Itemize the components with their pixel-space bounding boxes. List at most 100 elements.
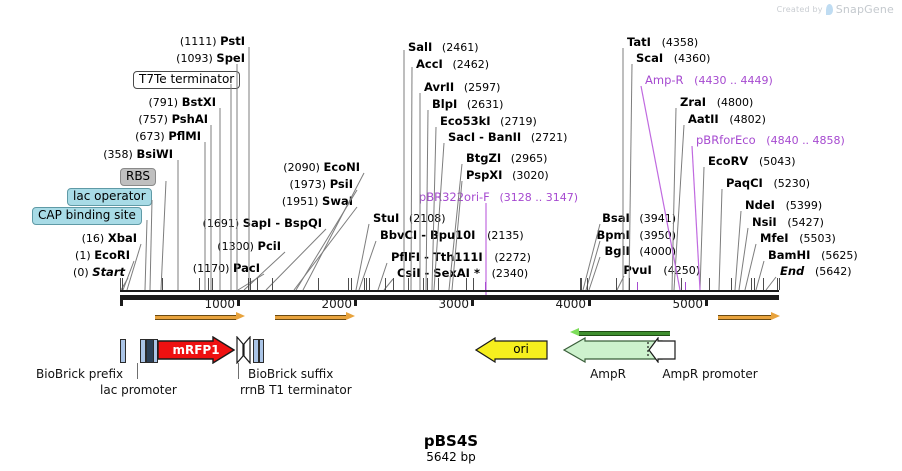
feature-arrow-ampr-promoter[interactable]	[648, 337, 676, 363]
backbone-main-line	[120, 295, 779, 300]
site-label-xbaI[interactable]: (16) XbaI	[81, 231, 137, 245]
site-label-start[interactable]: (0) Start	[73, 265, 125, 279]
site-label-pspXI[interactable]: PspXI (3020)	[466, 168, 549, 182]
restriction-site-tick[interactable]	[779, 278, 780, 290]
restriction-site-tick[interactable]	[161, 278, 163, 290]
primer-label-pbr322ori-f[interactable]: pBR322ori-F (3128 .. 3147)	[418, 190, 578, 204]
site-label-blpI[interactable]: BlpI (2631)	[432, 97, 504, 111]
feature-arrow-mrfp1[interactable]	[157, 336, 235, 364]
site-label-aatII[interactable]: AatII (4802)	[688, 112, 766, 126]
site-label-swaI[interactable]: (1951) SwaI	[281, 194, 353, 208]
site-label-pciI[interactable]: (1300) PciI	[217, 239, 281, 253]
site-label-psiI[interactable]: (1973) PsiI	[289, 177, 353, 191]
feature-badge-t7te-terminator[interactable]: T7Te terminator	[133, 71, 241, 89]
restriction-site-tick[interactable]	[581, 278, 583, 290]
site-label-ecoRI[interactable]: (1) EcoRI	[75, 248, 130, 262]
restriction-site-tick[interactable]	[437, 278, 439, 290]
site-label-zraI[interactable]: ZraI (4800)	[680, 95, 754, 109]
restriction-site-tick[interactable]	[580, 278, 582, 290]
primer-label-pbrforeco[interactable]: pBRforEco (4840 .. 4858)	[696, 133, 845, 147]
restriction-site-tick[interactable]	[369, 278, 371, 290]
feature-badge-lac-operator[interactable]: lac operator	[67, 188, 152, 206]
restriction-site-tick[interactable]	[466, 278, 468, 290]
restriction-site-tick[interactable]	[587, 278, 589, 290]
restriction-site-tick[interactable]	[753, 278, 755, 290]
feature-biobrick-suffix-box-2[interactable]	[259, 339, 264, 363]
site-label-scaI[interactable]: ScaI (4360)	[636, 51, 711, 65]
restriction-site-tick[interactable]	[249, 278, 251, 290]
site-label-speI[interactable]: (1093) SpeI	[176, 51, 245, 65]
site-label-accI[interactable]: AccI (2462)	[416, 57, 490, 71]
site-label-ecoRV[interactable]: EcoRV (5043)	[708, 154, 796, 168]
site-label-sacI-banII[interactable]: SacI - BanII (2721)	[448, 130, 568, 144]
feature-badge-cap-binding-site[interactable]: CAP binding site	[32, 207, 142, 225]
site-label-ndeI[interactable]: NdeI (5399)	[745, 198, 823, 212]
restriction-site-tick[interactable]	[680, 278, 682, 290]
feature-biobrick-suffix-box[interactable]	[253, 339, 259, 363]
restriction-site-tick[interactable]	[247, 278, 249, 290]
feature-arrow-ampr[interactable]	[563, 337, 663, 363]
restriction-site-tick[interactable]	[366, 278, 368, 290]
restriction-site-tick[interactable]	[472, 278, 474, 290]
restriction-site-tick[interactable]	[120, 278, 121, 290]
restriction-site-tick[interactable]	[393, 278, 395, 290]
site-label-stuI[interactable]: StuI (2108)	[373, 211, 446, 225]
site-label-bamHI[interactable]: BamHI (5625)	[768, 248, 858, 262]
restriction-site-tick[interactable]	[350, 278, 352, 290]
restriction-site-tick[interactable]	[616, 278, 618, 290]
site-label-bsiWI[interactable]: (358) BsiWI	[103, 147, 173, 161]
restriction-site-tick[interactable]	[709, 278, 710, 290]
restriction-site-tick[interactable]	[407, 278, 409, 290]
restriction-site-tick[interactable]	[256, 278, 258, 290]
site-label-bbvCI-bpu10I[interactable]: BbvCI - Bpu10I (2135)	[380, 228, 524, 242]
primer-tick[interactable]	[485, 282, 487, 290]
feature-cap-binding-site-box[interactable]	[140, 339, 146, 363]
site-label-ecoNI[interactable]: (2090) EcoNI	[283, 160, 360, 174]
feature-rrnb-t1-terminator-glyph[interactable]	[236, 336, 252, 364]
restriction-site-tick[interactable]	[208, 278, 210, 290]
site-label-nsiI[interactable]: NsiI (5427)	[752, 215, 824, 229]
site-label-pflMI[interactable]: (673) PflMI	[135, 129, 201, 143]
site-label-paqCI[interactable]: PaqCI (5230)	[726, 176, 811, 190]
site-label-pstI[interactable]: (1111) PstI	[179, 34, 245, 48]
site-label-sapI-bspQI[interactable]: (1691) SapI - BspQI	[202, 216, 322, 230]
feature-badge-rbs[interactable]: RBS	[120, 168, 156, 186]
restriction-site-tick[interactable]	[347, 278, 349, 290]
site-label-pvuI[interactable]: PvuI (4250)	[623, 263, 700, 277]
restriction-site-tick[interactable]	[762, 278, 764, 290]
restriction-site-tick[interactable]	[427, 278, 429, 290]
restriction-site-tick[interactable]	[271, 278, 273, 290]
site-label-pshAI[interactable]: (757) PshAI	[138, 112, 208, 126]
site-label-bpmI[interactable]: BpmI (3950)	[596, 228, 677, 242]
restriction-site-tick[interactable]	[730, 278, 732, 290]
restriction-site-tick[interactable]	[777, 278, 778, 290]
site-label-btgZI[interactable]: BtgZI (2965)	[466, 151, 548, 165]
site-label-salI[interactable]: SalI (2461)	[408, 40, 479, 54]
site-label-bsaI[interactable]: BsaI (3941)	[602, 211, 676, 225]
restriction-site-tick[interactable]	[750, 278, 752, 290]
site-label-csiI-sexAI[interactable]: CsiI - SexAI * (2340)	[397, 266, 529, 280]
primer-tick[interactable]	[637, 282, 639, 290]
feature-arrow-ori[interactable]	[475, 337, 548, 363]
primer-tick[interactable]	[685, 282, 687, 290]
site-label-mfeI[interactable]: MfeI (5503)	[760, 231, 836, 245]
restriction-site-tick[interactable]	[423, 278, 425, 290]
site-label-bglI[interactable]: BglI (4000)	[604, 244, 676, 258]
restriction-site-tick[interactable]	[317, 278, 319, 290]
restriction-site-tick[interactable]	[198, 278, 200, 290]
restriction-site-tick[interactable]	[364, 278, 366, 290]
restriction-site-tick[interactable]	[629, 278, 631, 290]
site-label-tatI[interactable]: TatI (4358)	[627, 35, 699, 49]
site-label-end[interactable]: End (5642)	[780, 264, 852, 278]
site-label-pflFI-tth111I[interactable]: PflFI - Tth111I (2272)	[391, 250, 531, 264]
site-label-avrII[interactable]: AvrII (2597)	[424, 80, 501, 94]
site-label-eco53kI[interactable]: Eco53kI (2719)	[440, 114, 537, 128]
restriction-site-tick[interactable]	[212, 278, 214, 290]
feature-biobrick-prefix-box[interactable]	[120, 339, 126, 363]
restriction-site-tick[interactable]	[121, 278, 123, 290]
primer-label-amp-r[interactable]: Amp-R (4430 .. 4449)	[645, 73, 773, 87]
ruler-label-2000: 2000	[321, 297, 352, 311]
site-label-bstXI[interactable]: (791) BstXI	[148, 95, 216, 109]
restriction-site-tick[interactable]	[385, 278, 387, 290]
site-label-pacI[interactable]: (1170) PacI	[192, 261, 260, 275]
